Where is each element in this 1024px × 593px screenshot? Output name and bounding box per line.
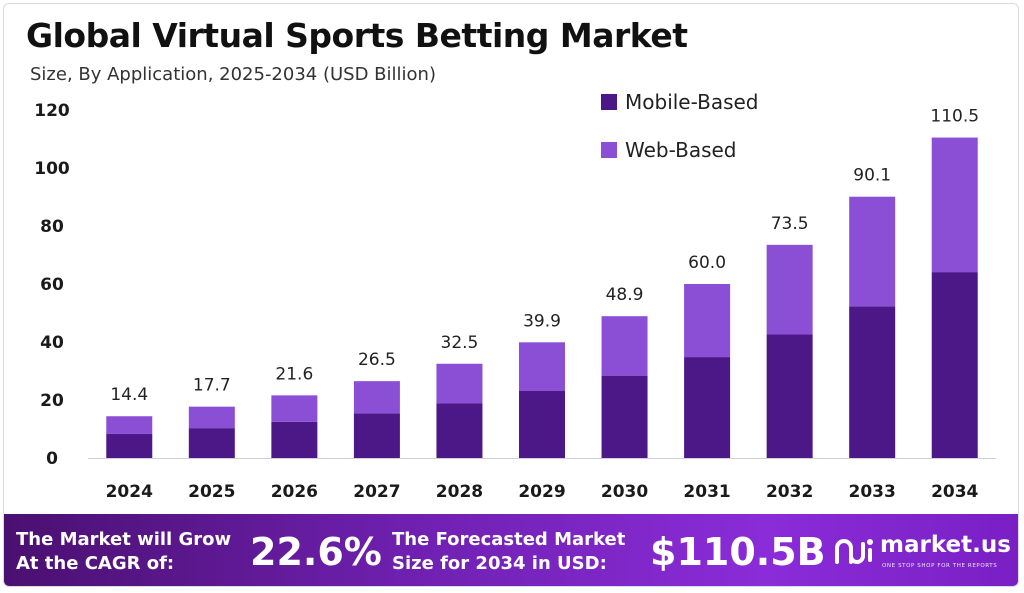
total-label-2030: 48.9	[606, 285, 644, 305]
bar-mobile-based-2028	[436, 403, 483, 458]
y-tick-label: 100	[34, 159, 70, 179]
bar-web-based-2031	[684, 284, 731, 358]
x-tick-label-2034: 2034	[931, 482, 978, 502]
bar-web-based-2034	[931, 137, 978, 273]
x-tick-label-2027: 2027	[353, 482, 400, 502]
bar-mobile-based-2024	[106, 433, 153, 458]
total-label-2029: 39.9	[523, 311, 561, 331]
bar-web-based-2025	[188, 406, 235, 429]
y-tick-label: 60	[40, 275, 64, 295]
y-tick-label: 120	[34, 101, 70, 121]
x-tick-label-2026: 2026	[271, 482, 318, 502]
forecast-label-line1: The Forecasted Market	[392, 529, 626, 550]
bar-mobile-based-2025	[188, 428, 235, 458]
x-tick-label-2024: 2024	[106, 482, 153, 502]
total-label-2031: 60.0	[688, 253, 726, 273]
x-tick-label-2032: 2032	[766, 482, 813, 502]
legend-swatch-web-based	[601, 142, 617, 158]
total-label-2026: 21.6	[275, 364, 313, 384]
bar-mobile-based-2033	[849, 306, 896, 458]
total-label-2027: 26.5	[358, 350, 396, 370]
bar-mobile-based-2034	[931, 272, 978, 458]
x-tick-label-2025: 2025	[188, 482, 235, 502]
bar-web-based-2029	[519, 342, 565, 392]
bar-mobile-based-2026	[271, 421, 318, 458]
total-label-2033: 90.1	[853, 166, 891, 186]
bar-web-based-2030	[601, 316, 648, 376]
legend-label-mobile-based: Mobile-Based	[625, 90, 759, 114]
bar-web-based-2033	[849, 196, 896, 307]
total-label-2032: 73.5	[771, 214, 809, 234]
chart-subtitle: Size, By Application, 2025-2034 (USD Bil…	[30, 64, 436, 85]
y-tick-label: 20	[40, 391, 64, 411]
logo-name: market.us	[880, 532, 1011, 558]
total-label-2025: 17.7	[193, 376, 231, 396]
bar-mobile-based-2029	[519, 391, 565, 458]
bar-mobile-based-2027	[353, 413, 400, 458]
bar-web-based-2026	[271, 395, 318, 422]
legend-swatch-mobile-based	[601, 94, 617, 110]
cagr-label-line1: The Market will Grow	[16, 529, 232, 550]
total-label-2028: 32.5	[441, 333, 479, 353]
logo-tagline: ONE STOP SHOP FOR THE REPORTS	[882, 563, 998, 569]
chart-title: Global Virtual Sports Betting Market	[26, 16, 688, 55]
y-tick-label: 40	[40, 333, 64, 353]
y-tick-label: 80	[40, 217, 64, 237]
forecast-label-line2: Size for 2034 in USD:	[392, 553, 607, 574]
legend-label-web-based: Web-Based	[625, 138, 737, 162]
market-us-logo-icon	[835, 539, 873, 564]
total-label-2024: 14.4	[110, 385, 148, 405]
x-tick-label-2029: 2029	[518, 482, 565, 502]
x-tick-label-2030: 2030	[601, 482, 648, 502]
total-label-2034: 110.5	[930, 107, 979, 127]
bar-mobile-based-2031	[684, 357, 731, 458]
x-tick-label-2031: 2031	[683, 482, 730, 502]
bar-web-based-2028	[436, 363, 483, 404]
x-tick-label-2028: 2028	[436, 482, 483, 502]
bar-mobile-based-2030	[601, 375, 648, 458]
stacked-bar-chart: 0 20 40 60 80 100 120 14.4 2024 17.7 2025 21.6 2026 2…	[34, 90, 996, 502]
infographic-card: Global Virtual Sports Betting Market Siz…	[3, 3, 1019, 587]
forecast-value: $110.5B	[650, 530, 826, 574]
summary-banner: The Market will Grow At the CAGR of: 22.…	[4, 514, 1018, 586]
bar-mobile-based-2032	[766, 334, 813, 458]
y-tick-label: 0	[46, 449, 58, 469]
bar-web-based-2032	[766, 244, 813, 335]
cagr-value: 22.6%	[250, 530, 382, 574]
cagr-label-line2: At the CAGR of:	[16, 553, 175, 574]
x-tick-label-2033: 2033	[849, 482, 896, 502]
bar-web-based-2024	[106, 416, 153, 434]
bar-web-based-2027	[353, 381, 400, 414]
